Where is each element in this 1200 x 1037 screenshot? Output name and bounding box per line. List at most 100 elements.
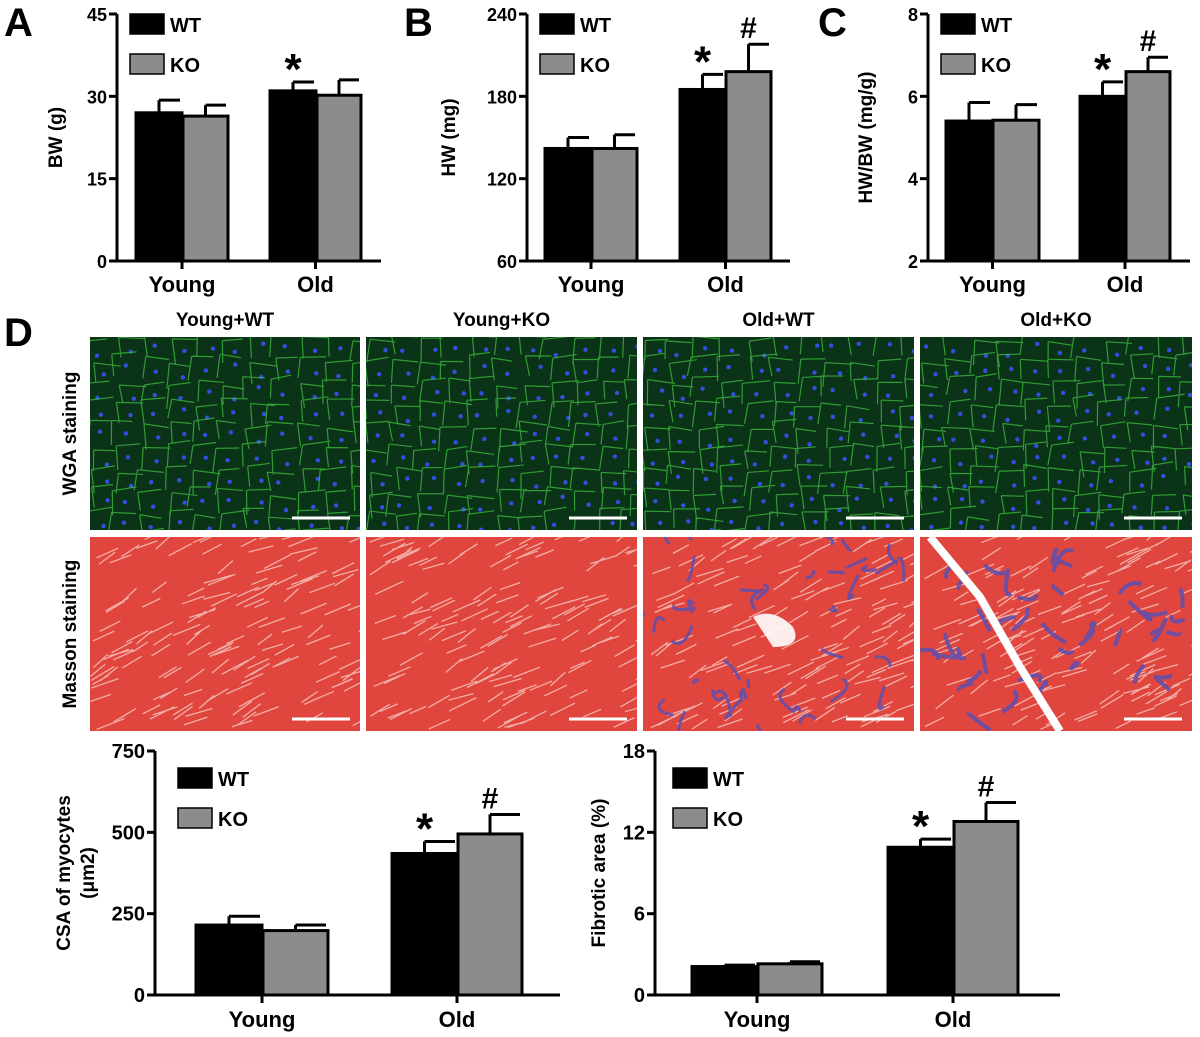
- nucleus: [731, 392, 736, 397]
- micrograph-content: [920, 537, 1192, 731]
- nucleus: [612, 454, 617, 459]
- nucleus: [887, 342, 892, 347]
- nucleus: [814, 343, 820, 348]
- nucleus: [928, 392, 934, 398]
- nucleus: [177, 519, 183, 525]
- row-label: Masson staining: [60, 560, 81, 709]
- nucleus: [655, 438, 660, 443]
- nucleus: [98, 412, 104, 417]
- nucleus: [911, 348, 914, 354]
- nucleus: [980, 438, 986, 443]
- nucleus: [404, 525, 410, 530]
- nucleus: [1138, 525, 1144, 530]
- nucleus: [760, 413, 765, 419]
- nucleus: [838, 436, 844, 441]
- nucleus: [962, 484, 968, 489]
- nucleus: [980, 499, 985, 504]
- significance-marker: *: [694, 37, 712, 86]
- nucleus: [1011, 459, 1016, 465]
- nucleus: [923, 344, 929, 349]
- bar-young-wt: [543, 146, 593, 263]
- cell-membranes: [90, 337, 360, 530]
- nucleus: [862, 392, 867, 397]
- y-tick-label: 750: [112, 741, 145, 763]
- nucleus: [1057, 368, 1063, 374]
- nucleus: [101, 372, 107, 377]
- nucleus: [686, 519, 691, 524]
- chart-csa: Young * # Old 0 250 500 750 CSA of myocytes (μm2)…: [54, 741, 560, 1032]
- nucleus: [1035, 341, 1040, 347]
- nucleus: [1164, 506, 1170, 511]
- nucleus: [979, 524, 984, 530]
- nucleus: [231, 410, 236, 415]
- nucleus: [396, 503, 402, 508]
- nucleus: [225, 457, 230, 463]
- nucleus: [332, 482, 337, 487]
- legend-swatch-ko: [177, 807, 213, 829]
- nucleus: [280, 431, 285, 436]
- nucleus: [1034, 443, 1039, 448]
- nucleus: [315, 476, 320, 482]
- nucleus: [680, 503, 686, 508]
- masson-micrograph: [90, 537, 360, 731]
- nucleus: [611, 368, 616, 373]
- nucleus: [1061, 454, 1067, 459]
- nucleus: [207, 526, 212, 530]
- significance-marker: #: [482, 782, 499, 815]
- nucleus: [226, 497, 231, 503]
- nucleus: [636, 435, 637, 439]
- legend-label: WT: [218, 769, 249, 791]
- nucleus: [614, 390, 620, 396]
- fiber-streaks: [650, 537, 914, 730]
- nucleus: [276, 527, 282, 530]
- nucleus: [361, 421, 365, 425]
- nucleus: [812, 385, 817, 391]
- nucleus: [700, 386, 705, 391]
- nucleus: [1192, 548, 1196, 552]
- fiber-streaks: [369, 537, 637, 730]
- nucleus: [680, 396, 685, 401]
- y-tick-label: 45: [87, 5, 107, 25]
- wga-micrograph: [643, 337, 914, 530]
- nucleus: [888, 497, 894, 502]
- nucleus: [709, 462, 715, 467]
- nucleus: [608, 411, 613, 417]
- nucleus: [1089, 483, 1094, 488]
- legend-label: WT: [981, 15, 1012, 37]
- nucleus: [830, 414, 836, 419]
- significance-marker: *: [1094, 45, 1112, 94]
- nucleus: [615, 499, 621, 505]
- y-axis-label: HW (mg): [439, 98, 460, 176]
- micrograph-content: [90, 337, 365, 530]
- nucleus: [635, 344, 637, 349]
- panel-letter-b: B: [404, 1, 433, 45]
- y-axis-label: BW (g): [46, 107, 67, 168]
- nucleus: [478, 527, 484, 530]
- nucleus: [1015, 437, 1020, 442]
- nucleus: [784, 433, 789, 438]
- nucleus: [1110, 373, 1116, 379]
- y-tick-label: 6: [908, 87, 918, 107]
- nucleus: [639, 418, 643, 422]
- x-tick-label: Young: [959, 272, 1026, 297]
- nucleus: [375, 433, 380, 438]
- nucleus: [1013, 389, 1018, 394]
- significance-marker: #: [1140, 25, 1157, 58]
- y-tick-label: 500: [112, 822, 145, 844]
- nucleus: [613, 436, 618, 441]
- y-tick-label: 30: [87, 87, 107, 107]
- nucleus: [282, 344, 287, 349]
- row-label: WGA staining: [60, 372, 81, 496]
- nucleus: [982, 414, 987, 419]
- nucleus: [1107, 503, 1112, 509]
- legend-swatch-wt: [672, 767, 708, 789]
- nucleus: [506, 408, 511, 414]
- y-tick-label: 250: [112, 904, 145, 926]
- y-axis-label: (μm2): [78, 847, 99, 899]
- nucleus: [653, 498, 658, 504]
- bar-young-wt: [194, 923, 264, 997]
- nucleus: [709, 527, 714, 530]
- nucleus: [152, 392, 157, 398]
- nucleus: [123, 431, 129, 436]
